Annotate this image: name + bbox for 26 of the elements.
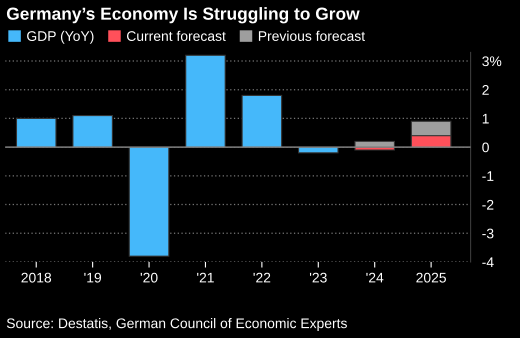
y-tick-label: 0 [482,142,489,152]
y-tick-label: 2 [482,85,489,95]
chart-title: Germany’s Economy Is Struggling to Grow [6,7,360,24]
bar [72,114,113,148]
bar [242,94,282,148]
x-tick-label: '22 [254,272,270,282]
legend-label: GDP (YoY) [27,30,94,44]
y-tick-label: -3 [482,228,494,238]
x-tick-label: '21 [197,272,214,282]
x-tick-label: '23 [310,272,327,283]
y-tick-label: -4 [482,257,494,267]
x-tick-label: '24 [366,272,384,282]
y-tick-label: -2 [482,200,494,210]
x-tick-label: '19 [84,272,102,283]
x-tick-label: '20 [140,272,158,283]
x-tick-label: 2025 [416,272,446,283]
x-tick-label: 2018 [21,272,52,283]
y-tick-label: -1 [482,171,494,181]
legend-label: Previous forecast [258,30,365,41]
y-tick-label: 3% [482,56,502,66]
y-tick-label: 1 [482,114,489,124]
bar [185,54,226,148]
bar [16,118,57,148]
source-note: Source: Destatis, German Council of Economic Experts [6,318,347,331]
legend-label: Current forecast [126,30,226,41]
bar [128,146,170,257]
